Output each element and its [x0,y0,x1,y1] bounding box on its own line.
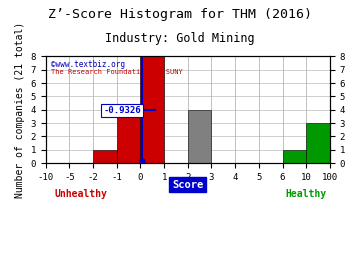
Bar [140,56,164,163]
Text: Score: Score [172,180,203,190]
Text: The Research Foundation of SUNY: The Research Foundation of SUNY [51,69,183,75]
Text: Industry: Gold Mining: Industry: Gold Mining [105,32,255,45]
Bar [283,150,306,163]
Bar [188,110,211,163]
Bar [306,123,330,163]
Text: -0.9326: -0.9326 [103,106,141,115]
Bar [117,110,140,163]
Text: Unhealthy: Unhealthy [55,189,108,199]
Bar [93,150,117,163]
Text: Z’-Score Histogram for THM (2016): Z’-Score Histogram for THM (2016) [48,8,312,21]
Text: ©www.textbiz.org: ©www.textbiz.org [51,59,125,69]
Text: Healthy: Healthy [285,189,327,199]
Y-axis label: Number of companies (21 total): Number of companies (21 total) [15,22,25,198]
